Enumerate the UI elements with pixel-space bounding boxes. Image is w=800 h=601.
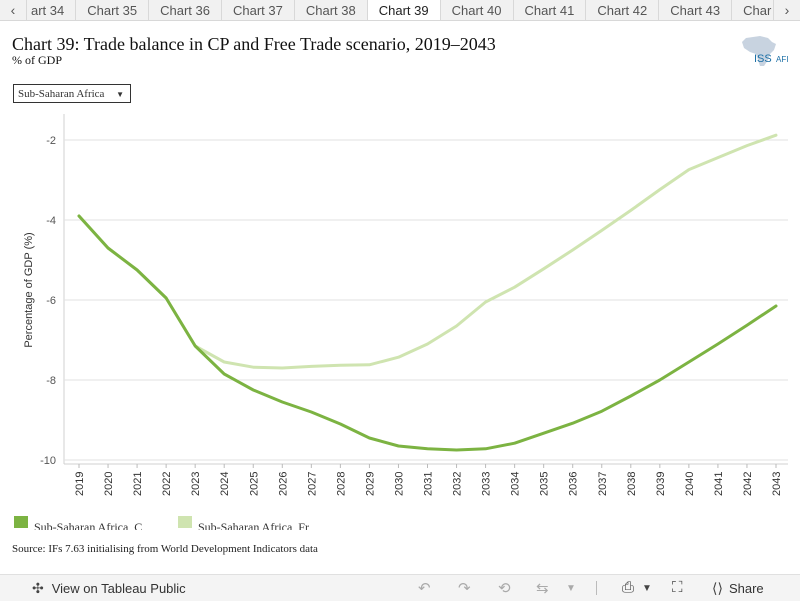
tab-chart-35[interactable]: Chart 35 bbox=[76, 0, 150, 20]
tab-chart-43[interactable]: Chart 43 bbox=[659, 0, 733, 20]
x-tick-label: 2034 bbox=[510, 472, 522, 496]
refresh-icon[interactable]: ⇆ bbox=[536, 580, 549, 597]
chevron-left-icon: ‹ bbox=[10, 2, 16, 18]
series-line-0[interactable] bbox=[77, 214, 778, 452]
x-tick-label: 2020 bbox=[103, 472, 115, 496]
x-tick-label: 2035 bbox=[539, 472, 551, 496]
x-tick-label: 2019 bbox=[74, 472, 86, 496]
x-tick-label: 2028 bbox=[335, 472, 347, 496]
x-tick-label: 2025 bbox=[248, 472, 260, 496]
source-note: Source: IFs 7.63 initialising from World… bbox=[12, 543, 318, 555]
view-on-tableau-link[interactable]: ✣ View on Tableau Public bbox=[32, 580, 186, 597]
tab-chart-36[interactable]: Chart 36 bbox=[149, 0, 222, 20]
tab-chart-38[interactable]: Chart 38 bbox=[295, 0, 368, 20]
y-tick-label: -8 bbox=[46, 375, 56, 387]
redo-icon[interactable]: ↷ bbox=[458, 580, 471, 597]
x-tick-label: 2023 bbox=[190, 472, 202, 496]
download-dropdown-icon[interactable]: ▼ bbox=[642, 583, 652, 594]
tab-chart-39[interactable]: Chart 39 bbox=[367, 0, 441, 20]
legend-swatch bbox=[178, 516, 192, 528]
legend-item[interactable]: Sub-Saharan Africa, C bbox=[14, 516, 158, 530]
chart-subtitle: % of GDP bbox=[12, 53, 62, 67]
caret-down-icon: ▼ bbox=[116, 90, 124, 99]
y-tick-label: -6 bbox=[46, 295, 56, 307]
x-tick-label: 2036 bbox=[568, 472, 580, 496]
x-tick-label: 2021 bbox=[132, 472, 144, 496]
y-axis-label: Percentage of GDP (%) bbox=[23, 232, 35, 347]
region-filter-dropdown[interactable]: Sub-Saharan Africa ▼ bbox=[13, 84, 131, 103]
share-icon: ⟨⟩ bbox=[712, 580, 723, 596]
tab-chart-42[interactable]: Chart 42 bbox=[586, 0, 660, 20]
line-chart: -2 -4 -6 -8 -10 Percentage of GDP (%) 2019 2020… bbox=[23, 114, 788, 496]
download-icon[interactable]: ⎙ bbox=[622, 579, 635, 596]
x-tick-label: 2033 bbox=[481, 472, 493, 496]
tab-bar: ‹ art 34 Chart 35 Chart 36 Chart 37 Chart 38… bbox=[0, 0, 800, 21]
legend-label: Sub-Saharan Africa, C bbox=[34, 520, 143, 530]
x-tick-label: 2039 bbox=[655, 472, 667, 496]
legend-label: Sub-Saharan Africa, Fr bbox=[198, 520, 309, 530]
toolbar-divider bbox=[596, 581, 597, 595]
x-tick-label: 2024 bbox=[219, 472, 231, 496]
legend-swatch bbox=[14, 516, 28, 528]
iss-africa-logo: ISS AFI bbox=[742, 36, 788, 66]
undo-icon[interactable]: ↶ bbox=[418, 580, 431, 597]
tab-art-34[interactable]: art 34 bbox=[27, 0, 77, 20]
fullscreen-icon[interactable]: ⛶ bbox=[672, 579, 683, 596]
logo-suffix: AFI bbox=[776, 55, 788, 64]
x-tick-label: 2027 bbox=[306, 472, 318, 496]
chart-title: Chart 39: Trade balance in CP and Free T… bbox=[12, 34, 496, 54]
x-tick-label: 2041 bbox=[713, 472, 725, 496]
x-tick-label: 2031 bbox=[423, 472, 435, 496]
tableau-toolbar: ✣ View on Tableau Public ↶ ↷ ⟲ ⇆ ▼ ⎙ ▼ ⛶… bbox=[0, 574, 800, 601]
x-tick-label: 2026 bbox=[277, 472, 289, 496]
x-tick-label: 2042 bbox=[742, 472, 754, 496]
chevron-right-icon: › bbox=[784, 2, 790, 18]
x-tick-label: 2022 bbox=[161, 472, 173, 496]
tab-scroll-left-button[interactable]: ‹ bbox=[0, 0, 27, 20]
y-tick-label: -4 bbox=[46, 215, 56, 227]
tab-scroll-right-button[interactable]: › bbox=[773, 0, 800, 20]
x-tick-label: 2038 bbox=[626, 472, 638, 496]
legend-item[interactable]: Sub-Saharan Africa, Fr bbox=[178, 516, 322, 530]
region-filter-value: Sub-Saharan Africa bbox=[18, 87, 105, 100]
tab-chart-40[interactable]: Chart 40 bbox=[441, 0, 514, 20]
x-tick-label: 2043 bbox=[771, 472, 783, 496]
x-tick-label: 2037 bbox=[597, 472, 609, 496]
y-tick-label: -2 bbox=[46, 135, 56, 147]
x-tick-label: 2040 bbox=[684, 472, 696, 496]
x-tick-label: 2032 bbox=[452, 472, 464, 496]
share-label: Share bbox=[728, 581, 764, 596]
tab-chart-37[interactable]: Chart 37 bbox=[222, 0, 295, 20]
tab-chart-41[interactable]: Chart 41 bbox=[514, 0, 587, 20]
x-tick-label: 2029 bbox=[364, 472, 376, 496]
share-button[interactable]: ⟨⟩ Share bbox=[712, 580, 764, 597]
refresh-dropdown-icon[interactable]: ▼ bbox=[566, 583, 576, 594]
revert-icon[interactable]: ⟲ bbox=[498, 580, 511, 597]
logo-text: ISS bbox=[754, 53, 772, 65]
chart-legend: Sub-Saharan Africa, C Sub-Saharan Africa,… bbox=[14, 516, 342, 530]
view-on-tableau-label: View on Tableau Public bbox=[51, 581, 186, 596]
y-tick-label: -10 bbox=[40, 455, 56, 467]
x-tick-label: 2030 bbox=[393, 472, 405, 496]
tableau-logo-icon: ✣ bbox=[32, 580, 44, 596]
tab-char[interactable]: Char bbox=[732, 0, 773, 20]
tab-list: art 34 Chart 35 Chart 36 Chart 37 Chart 38 Ch… bbox=[27, 0, 773, 20]
series-line-1[interactable] bbox=[77, 133, 778, 370]
